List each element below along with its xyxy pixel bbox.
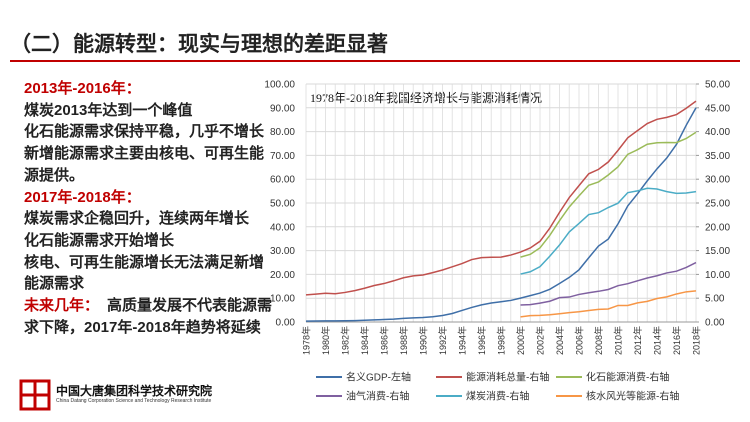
- legend-label: 化石能源消费-右轴: [586, 371, 669, 384]
- y2-tick-label: 5.00: [705, 294, 725, 305]
- y2-tick-label: 45.00: [705, 103, 730, 114]
- logo: 中国大唐集团科学技术研究院 China Datang Corporation S…: [18, 378, 212, 417]
- x-tick-label: 1982年: [340, 326, 351, 355]
- logo-icon: [19, 379, 51, 411]
- outlook-label: 未来几年：: [24, 297, 100, 315]
- y2-tick-label: 0.00: [705, 318, 725, 329]
- y2-tick-label: 30.00: [705, 175, 730, 186]
- x-tick-label: 2000年: [515, 326, 526, 355]
- x-tick-label: 2002年: [535, 326, 546, 355]
- x-tick-label: 1994年: [457, 326, 468, 355]
- logo-english: China Datang Corporation Science and Tec…: [56, 398, 212, 404]
- text-line: 煤炭需求企稳回升，连续两年增长: [24, 210, 250, 228]
- x-tick-label: 1980年: [320, 326, 331, 355]
- x-tick-label: 2004年: [554, 326, 565, 355]
- y-tick-label: 20.00: [270, 270, 295, 281]
- y-tick-label: 40.00: [270, 222, 295, 233]
- text-line: 化石能源需求开始增长: [24, 231, 175, 249]
- y2-tick-label: 50.00: [705, 80, 730, 91]
- text-line: 能源需求: [24, 275, 85, 293]
- title-rule: [10, 60, 740, 62]
- text-line: 源提供。: [24, 166, 85, 184]
- outlook: 未来几年： 高质量发展不代表能源需求下降，2017年-2018年趋势将延续: [24, 295, 286, 338]
- y2-tick-label: 35.00: [705, 151, 730, 162]
- y2-tick-label: 25.00: [705, 199, 730, 210]
- y-tick-label: 50.00: [270, 199, 295, 210]
- y-tick-label: 60.00: [270, 175, 295, 186]
- series-line: [305, 107, 697, 322]
- x-tick-label: 2012年: [632, 326, 643, 355]
- legend-label: 油气消费-右轴: [346, 390, 409, 403]
- y-tick-label: 10.00: [270, 294, 295, 305]
- x-tick-label: 2018年: [691, 326, 702, 355]
- legend-label: 核水风光等能源-右轴: [586, 390, 679, 403]
- legend-label: 名义GDP-左轴: [346, 371, 411, 384]
- y2-tick-label: 15.00: [705, 246, 730, 257]
- text-line: 化石能源需求保持平稳，几乎不增长: [24, 123, 265, 141]
- text-line: 煤炭2013年达到一个峰值: [24, 101, 193, 119]
- x-tick-label: 1996年: [476, 326, 487, 355]
- x-tick-label: 1986年: [379, 326, 390, 355]
- y2-tick-label: 10.00: [705, 270, 730, 281]
- slide-title: （二）能源转型：现实与理想的差距显著: [10, 33, 388, 56]
- series-line: [520, 131, 697, 258]
- y-tick-label: 30.00: [270, 246, 295, 257]
- x-tick-label: 2016年: [671, 326, 682, 355]
- x-tick-label: 2006年: [574, 326, 585, 355]
- text-line: 2017年-2018年：: [24, 188, 141, 206]
- legend-label: 煤炭消费-右轴: [466, 390, 529, 403]
- text-line: 核电、可再生能源增长无法满足新增: [24, 253, 265, 271]
- x-tick-label: 2008年: [593, 326, 604, 355]
- y-tick-label: 0.00: [276, 318, 296, 329]
- series-line: [520, 187, 697, 275]
- outlook-text: 高质量发展不代表能源需求下降，2017年-2018年趋势将延续: [24, 297, 273, 336]
- text-line: 2013年-2016年：: [24, 80, 141, 97]
- y-tick-label: 100.00: [264, 80, 295, 91]
- y-tick-label: 90.00: [270, 103, 295, 114]
- x-tick-label: 1988年: [398, 326, 409, 355]
- text-line: 新增能源需求主要由核电、可再生能: [24, 145, 265, 163]
- x-tick-label: 2014年: [652, 326, 663, 355]
- series-line: [520, 290, 697, 318]
- chart-title: 1978年-2018年我国经济增长与能源消耗情况: [310, 90, 542, 105]
- left-text: 2013年-2016年： 煤炭2013年达到一个峰值化石能源需求保持平稳，几乎不增…: [24, 78, 286, 338]
- x-tick-label: 1984年: [359, 326, 370, 355]
- series-line: [520, 261, 697, 306]
- y-tick-label: 70.00: [270, 151, 295, 162]
- x-tick-label: 1998年: [496, 326, 507, 355]
- x-tick-label: 1990年: [418, 326, 429, 355]
- x-tick-label: 1992年: [437, 326, 448, 355]
- y2-tick-label: 40.00: [705, 127, 730, 138]
- y-tick-label: 80.00: [270, 127, 295, 138]
- series-line: [305, 100, 697, 296]
- y2-tick-label: 20.00: [705, 222, 730, 233]
- x-tick-label: 2010年: [613, 326, 624, 355]
- x-tick-label: 1978年: [301, 326, 312, 355]
- logo-name: 中国大唐集团科学技术研究院: [56, 384, 213, 398]
- legend-label: 能源消耗总量-右轴: [466, 371, 549, 384]
